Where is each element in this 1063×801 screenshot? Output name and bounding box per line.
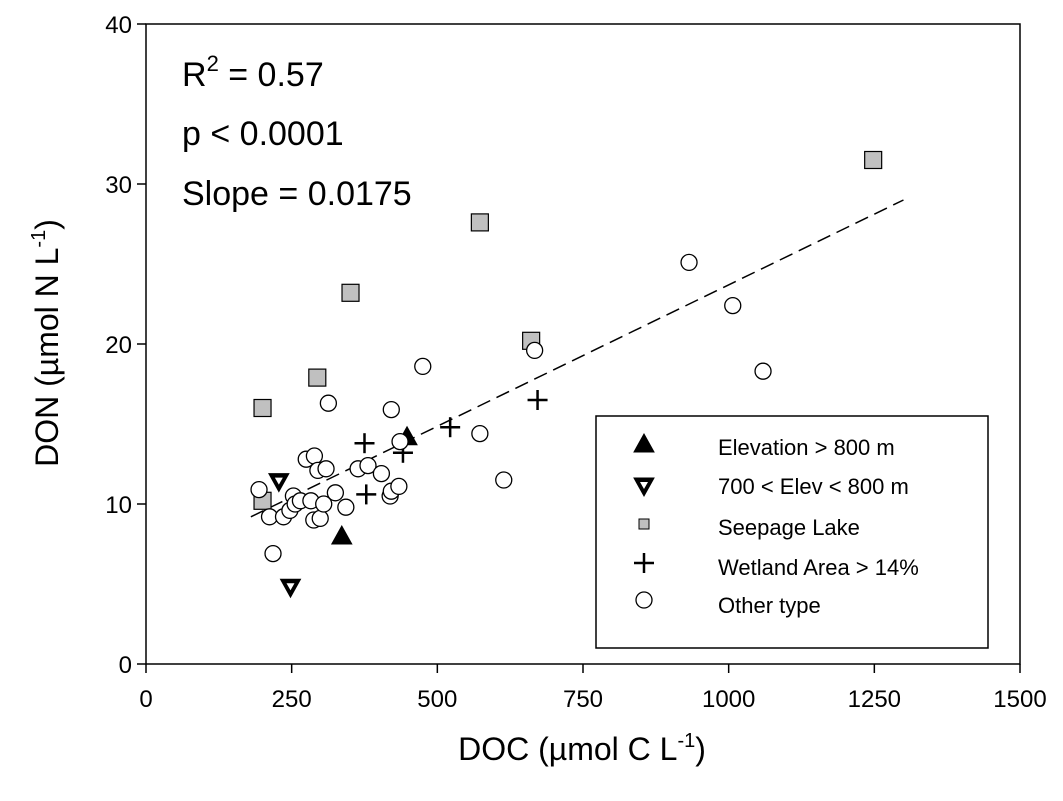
series-1 [267, 473, 302, 599]
data-point [264, 544, 282, 563]
triangle-down-inner [640, 482, 648, 489]
legend-marker [634, 553, 654, 573]
data-point [372, 464, 391, 483]
x-tick-label: 1500 [993, 686, 1046, 713]
triangle-down-inner [274, 477, 283, 485]
data-point [317, 460, 335, 478]
trendline-layer [250, 199, 904, 518]
data-point [341, 283, 360, 302]
data-point [525, 341, 544, 360]
data-point [359, 456, 377, 475]
data-point [308, 368, 327, 387]
data-point [330, 524, 353, 545]
data-point [319, 394, 338, 412]
legend-marker [635, 591, 653, 609]
data-point [326, 484, 345, 502]
data-point [250, 480, 268, 499]
legend-marker [633, 477, 655, 498]
x-tick-label: 0 [139, 686, 152, 713]
data-point [390, 477, 408, 496]
legend-marker [638, 518, 650, 530]
x-tick-label: 1250 [848, 686, 901, 713]
y-tick-label: 30 [105, 172, 132, 199]
legend-box [595, 415, 989, 649]
data-point [724, 296, 742, 315]
x-tick-label: 750 [563, 686, 603, 713]
x-tick-label: 500 [417, 686, 457, 713]
data-point [279, 578, 302, 599]
x-tick-label: 250 [272, 686, 312, 713]
legend-label: Seepage Lake [718, 515, 860, 540]
data-point [470, 213, 489, 232]
data-point [680, 253, 698, 272]
data-point [315, 495, 333, 513]
x-tick-label: 1000 [702, 686, 755, 713]
data-point [311, 509, 329, 528]
regression-trendline [250, 199, 904, 518]
legend-label: Other type [718, 593, 821, 618]
series-2 [253, 150, 883, 510]
y-tick-label: 20 [105, 332, 132, 359]
y-tick-label: 0 [119, 652, 132, 679]
legend: Elevation > 800 m 700 < Elev < 800 m Seepa… [595, 415, 989, 649]
data-point [754, 362, 772, 380]
y-axis-title: DON (µmol N L-1) [28, 219, 65, 467]
data-point [337, 498, 355, 516]
legend-label: Elevation > 800 m [718, 435, 895, 460]
r-squared-annotation: R2 = 0.57 [182, 51, 324, 94]
legend-marker [633, 432, 655, 453]
data-point [267, 473, 290, 493]
data-point [864, 150, 883, 170]
data-point [495, 471, 513, 489]
y-tick-label: 40 [105, 12, 132, 39]
data-point [471, 424, 489, 443]
data-point [440, 417, 461, 438]
series-4 [250, 253, 772, 563]
y-tick-label: 10 [105, 492, 132, 519]
data-points [250, 150, 883, 599]
data-point [356, 484, 377, 505]
data-point [527, 390, 548, 410]
p-value-annotation: p < 0.0001 [182, 115, 344, 153]
data-point [305, 447, 324, 465]
triangle-down-inner [286, 583, 295, 591]
data-point [414, 357, 432, 376]
data-point [382, 400, 400, 419]
legend-label: 700 < Elev < 800 m [718, 474, 909, 499]
x-axis-title: DOC (µmol C L-1) [458, 730, 706, 767]
data-point [354, 433, 375, 454]
axes: 0 250 500 750 1000 1250 1500 0 10 20 30 40 [105, 12, 1046, 713]
legend-label: Wetland Area > 14% [718, 555, 919, 580]
slope-annotation: Slope = 0.0175 [182, 175, 412, 213]
data-point [391, 432, 409, 451]
data-point [253, 398, 272, 418]
